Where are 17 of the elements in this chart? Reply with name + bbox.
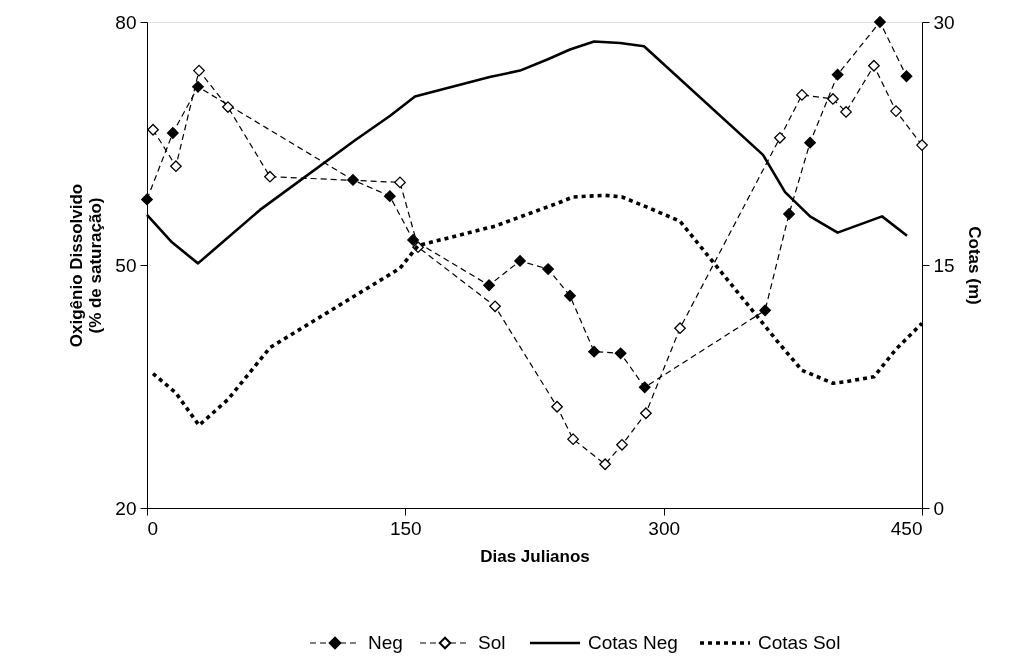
x-tick-label: 150 [389, 517, 422, 539]
y-axis-title: Oxigênio Dissolvido (% de saturação) [67, 183, 106, 348]
legend-label: Sol [478, 632, 506, 653]
y2-tick-label: 30 [933, 11, 955, 33]
x-axis-title: Dias Julianos [480, 546, 590, 566]
y-tick-label: 80 [115, 11, 137, 33]
legend-label: Neg [368, 632, 403, 653]
x-tick-label: 0 [147, 517, 159, 539]
legend-label: Cotas Neg [588, 632, 678, 653]
y2-tick-label: 15 [933, 254, 955, 276]
y-tick-label: 50 [115, 254, 137, 276]
x-tick-label: 300 [648, 517, 681, 539]
legend-label: Cotas Sol [758, 632, 841, 653]
y2-axis-title: Cotas (m) [964, 226, 984, 305]
y-tick-label: 20 [115, 497, 137, 519]
x-tick-label: 450 [890, 517, 923, 539]
y2-tick-label: 0 [933, 497, 945, 519]
